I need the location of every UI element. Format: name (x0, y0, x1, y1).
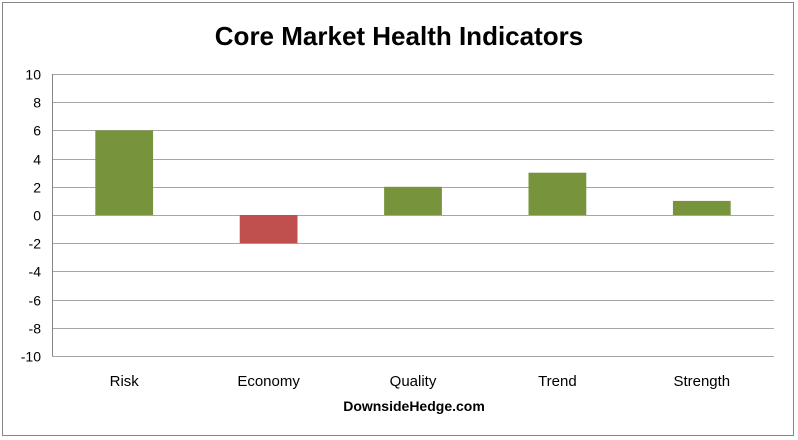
category-label: Quality (390, 373, 437, 390)
y-tick-label: 0 (33, 208, 41, 224)
bars (95, 130, 731, 244)
y-tick-label: -8 (29, 321, 42, 337)
gridlines (52, 74, 774, 357)
y-tick-label: 2 (33, 180, 41, 196)
category-label: Trend (538, 373, 577, 390)
bar-economy (239, 215, 298, 244)
category-label: Economy (237, 373, 300, 390)
y-tick-label: 8 (33, 95, 41, 111)
chart-frame: Core Market Health Indicators 10 8 6 4 2 0 -2 -… (2, 2, 794, 436)
category-labels: Risk Economy Quality Trend Strength (110, 373, 731, 390)
y-tick-label: -10 (21, 349, 41, 365)
x-axis-label: DownsideHedge.com (343, 398, 485, 414)
y-tick-label: -6 (29, 293, 42, 309)
y-tick-label: -2 (29, 236, 42, 252)
category-label: Strength (673, 373, 730, 390)
y-tick-label: 6 (33, 123, 41, 139)
bar-chart: Core Market Health Indicators 10 8 6 4 2 0 -2 -… (21, 21, 774, 414)
category-label: Risk (110, 373, 140, 390)
bar-strength (672, 200, 731, 215)
y-tick-label: 4 (33, 152, 41, 168)
y-tick-labels: 10 8 6 4 2 0 -2 -4 -6 -8 -10 (21, 67, 41, 365)
bar-risk (95, 130, 154, 215)
bar-quality (384, 186, 442, 215)
y-tick-label: 10 (25, 67, 41, 83)
bar-trend (528, 172, 587, 215)
chart-title: Core Market Health Indicators (215, 21, 583, 51)
y-tick-label: -4 (29, 264, 42, 280)
